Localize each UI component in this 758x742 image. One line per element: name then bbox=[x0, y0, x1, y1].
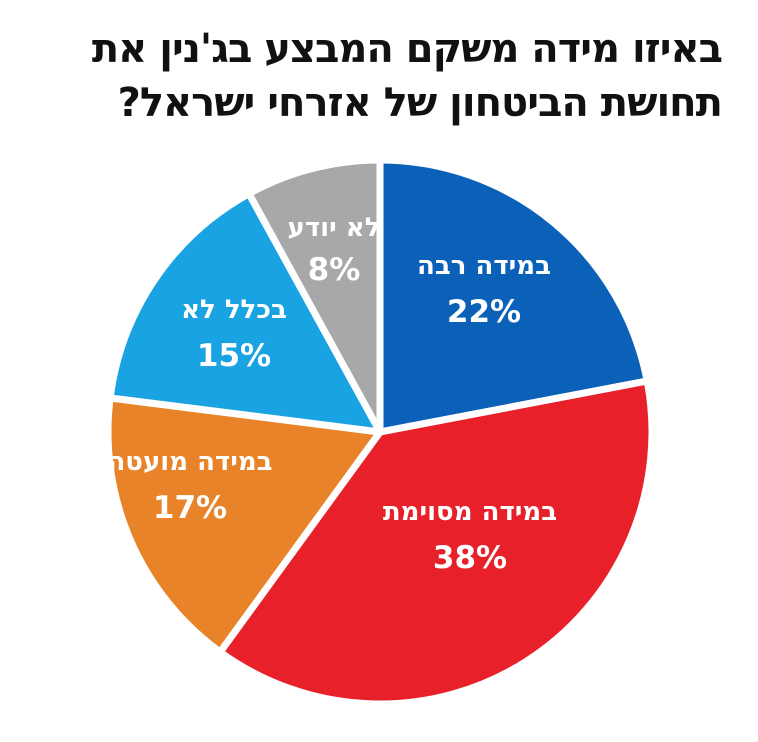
slice-label-2: במידה מסוימת bbox=[383, 497, 557, 527]
slice-value-5: 8% bbox=[308, 252, 361, 288]
pie-slice-4 bbox=[106, 190, 384, 436]
slice-value-3: 17% bbox=[153, 490, 227, 526]
slice-label-1: במידה רבה bbox=[417, 251, 551, 281]
slice-label-5: לא יודע bbox=[288, 213, 381, 243]
pie-labels: במידה רבה 22% במידה מסוימת 38% במידה מועטה 17… bbox=[107, 213, 557, 576]
slice-value-2: 38% bbox=[433, 540, 507, 576]
slice-label-3: במידה מועטה bbox=[107, 447, 272, 477]
chart-title: באיזו מידה משקם המבצע בג'נין את תחושת הב… bbox=[91, 26, 723, 126]
pie-slice-5 bbox=[245, 156, 384, 436]
slice-label-4: בכלל לא bbox=[181, 295, 287, 325]
slice-value-4: 15% bbox=[197, 338, 271, 374]
pie-slice-1 bbox=[376, 156, 651, 436]
slice-value-1: 22% bbox=[447, 294, 521, 330]
pie-slices bbox=[104, 156, 656, 708]
pie-slice-2 bbox=[216, 377, 656, 708]
pie-slice-3 bbox=[104, 394, 384, 656]
